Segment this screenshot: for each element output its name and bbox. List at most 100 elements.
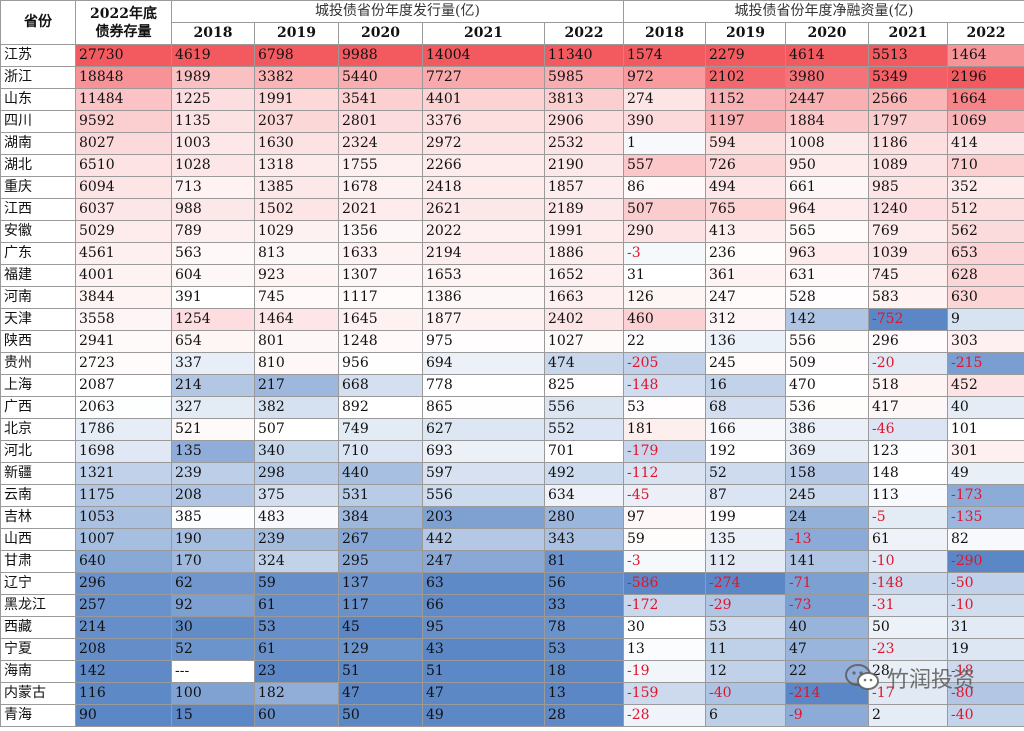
issuance-cell: 51	[338, 660, 423, 683]
issuance-cell: 1028	[171, 154, 255, 177]
issuance-cell: 1991	[544, 220, 624, 243]
net-financing-cell: 101	[946, 418, 1024, 441]
net-financing-cell: 16	[705, 374, 786, 397]
stock-cell: 11484	[75, 88, 172, 111]
table-row: 陕西 2941 654 801 1248 975 1027 22 136 556 296 303	[0, 330, 1024, 353]
net-year-header: 2020	[785, 22, 869, 45]
net-financing-cell: 192	[705, 440, 786, 463]
table-row: 海南 142 --- 23 51 51 18 -19 12 22 28 -18	[0, 660, 1024, 683]
table-row: 湖北 6510 1028 1318 1755 2266 2190 557 726 950 1089 7…	[0, 154, 1024, 177]
net-financing-cell: -9	[785, 704, 869, 727]
net-financing-cell: -13	[785, 528, 869, 551]
net-financing-cell: 53	[705, 616, 786, 639]
issuance-cell: 627	[422, 418, 545, 441]
issuance-cell: 749	[338, 418, 423, 441]
net-financing-cell: 972	[623, 66, 706, 89]
issuance-cell: 51	[422, 660, 545, 683]
net-financing-cell: -20	[868, 352, 948, 375]
province-cell: 湖南	[0, 132, 76, 155]
table-row: 四川 9592 1135 2037 2801 3376 2906 390 1197 1884 179…	[0, 110, 1024, 133]
issuance-cell: 474	[544, 352, 624, 375]
issuance-cell: 214	[171, 374, 255, 397]
issuance-cell: 52	[171, 638, 255, 661]
net-financing-cell: 52	[705, 462, 786, 485]
stock-cell: 6094	[75, 176, 172, 199]
net-financing-cell: 562	[946, 220, 1024, 243]
net-financing-cell: -40	[946, 704, 1024, 727]
net-financing-cell: 631	[785, 264, 869, 287]
table-row: 甘肃 640 170 324 295 247 81 -3 112 141 -10 -290	[0, 550, 1024, 573]
stock-cell: 208	[75, 638, 172, 661]
issuance-cell: 2190	[544, 154, 624, 177]
net-financing-cell: 31	[946, 616, 1024, 639]
issuance-cell: 50	[338, 704, 423, 727]
province-cell: 安徽	[0, 220, 76, 243]
net-financing-cell: 494	[705, 176, 786, 199]
stock-cell: 1786	[75, 418, 172, 441]
issuance-cell: 13	[544, 682, 624, 705]
issuance-year-header: 2020	[338, 22, 423, 45]
issuance-cell: 1386	[422, 286, 545, 309]
stock-cell: 8027	[75, 132, 172, 155]
issuance-cell: 66	[422, 594, 545, 617]
issuance-cell: 1678	[338, 176, 423, 199]
net-financing-cell: -28	[623, 704, 706, 727]
stock-cell: 1698	[75, 440, 172, 463]
net-financing-cell: -148	[868, 572, 948, 595]
net-financing-cell: 950	[785, 154, 869, 177]
net-financing-cell: -586	[623, 572, 706, 595]
stock-cell: 142	[75, 660, 172, 683]
table-row: 北京 1786 521 507 749 627 552 181 166 386 -46 101	[0, 418, 1024, 441]
issuance-cell: 5985	[544, 66, 624, 89]
issuance-cell: 62	[171, 572, 255, 595]
province-cell: 河南	[0, 286, 76, 309]
issuance-cell: 1254	[171, 308, 255, 331]
issuance-cell: 56	[544, 572, 624, 595]
net-financing-cell: -10	[868, 550, 948, 573]
issuance-cell: 1633	[338, 242, 423, 265]
net-financing-cell: 5349	[868, 66, 948, 89]
province-cell: 北京	[0, 418, 76, 441]
issuance-cell: 1029	[254, 220, 339, 243]
net-financing-cell: 3980	[785, 66, 869, 89]
issuance-cell: 789	[171, 220, 255, 243]
stock-cell: 90	[75, 704, 172, 727]
issuance-cell: 713	[171, 176, 255, 199]
issuance-cell: 375	[254, 484, 339, 507]
net-financing-cell: -19	[623, 660, 706, 683]
stock-cell: 116	[75, 682, 172, 705]
net-financing-cell: 40	[946, 396, 1024, 419]
issuance-cell: 81	[544, 550, 624, 573]
net-financing-cell: 274	[623, 88, 706, 111]
issuance-cell: 1385	[254, 176, 339, 199]
province-header: 省份	[0, 0, 76, 45]
net-financing-cell: 583	[868, 286, 948, 309]
net-financing-cell: 726	[705, 154, 786, 177]
table-row: 浙江 18848 1989 3382 5440 7727 5985 972 2102 3980 53…	[0, 66, 1024, 89]
net-financing-cell: 199	[705, 506, 786, 529]
net-year-header: 2019	[705, 22, 786, 45]
net-financing-cell: 6	[705, 704, 786, 727]
stock-cell: 3844	[75, 286, 172, 309]
net-financing-cell: -5	[868, 506, 948, 529]
net-financing-cell: 1884	[785, 110, 869, 133]
issuance-cell: 694	[422, 352, 545, 375]
issuance-cell: 2266	[422, 154, 545, 177]
net-financing-cell: 417	[868, 396, 948, 419]
province-cell: 西藏	[0, 616, 76, 639]
issuance-cell: 327	[171, 396, 255, 419]
issuance-cell: 975	[422, 330, 545, 353]
stock-cell: 4001	[75, 264, 172, 287]
issuance-cell: 343	[544, 528, 624, 551]
province-cell: 吉林	[0, 506, 76, 529]
issuance-cell: 1248	[338, 330, 423, 353]
net-financing-cell: -148	[623, 374, 706, 397]
province-cell: 广东	[0, 242, 76, 265]
issuance-cell: 170	[171, 550, 255, 573]
net-financing-cell: 1008	[785, 132, 869, 155]
issuance-cell: 988	[171, 198, 255, 221]
table-row: 山西 1007 190 239 267 442 343 59 135 -13 61 82	[0, 528, 1024, 551]
stock-cell: 1321	[75, 462, 172, 485]
net-financing-cell: -274	[705, 572, 786, 595]
net-financing-cell: 2447	[785, 88, 869, 111]
